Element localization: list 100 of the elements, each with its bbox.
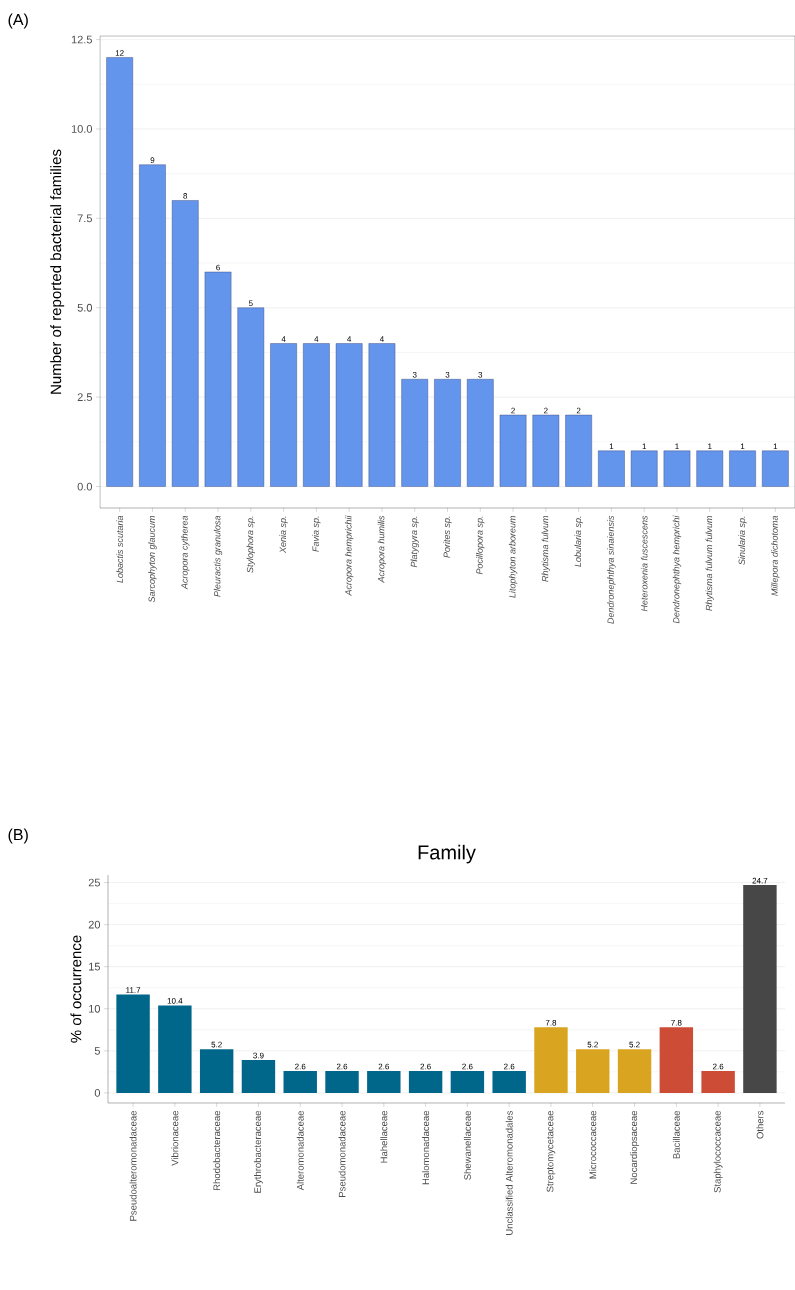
data-label: 12	[115, 50, 124, 56]
bar	[237, 307, 265, 487]
bar	[598, 450, 625, 487]
x-tick-label: Stylophora sp.	[246, 516, 255, 573]
data-label: 5.2	[211, 1041, 222, 1048]
x-tick-label: Lobularia sp.	[574, 516, 583, 567]
x-tick-label: Nocardiopsaceae	[630, 1110, 639, 1184]
data-label: 1	[708, 443, 712, 450]
y-axis-title: Number of reported bacterial families	[50, 149, 65, 394]
x-tick-label: Xenia sp.	[279, 516, 288, 554]
bar	[575, 1049, 610, 1093]
data-label: 1	[773, 443, 778, 450]
x-tick-label: Sinularia sp.	[738, 516, 747, 565]
x-tick-label: Hahellaceae	[380, 1110, 388, 1163]
data-label: 1	[609, 443, 614, 450]
x-tick-label: Pocillopora sp.	[475, 516, 485, 575]
bar	[367, 1071, 401, 1093]
bar	[199, 1049, 234, 1093]
x-tick-label: Pleuractis granulosa	[213, 515, 223, 597]
data-label: 3	[445, 371, 450, 378]
x-tick-label: Unclassified Alteromonadales	[505, 1110, 513, 1235]
data-label: 24.7	[752, 877, 768, 884]
x-tick-label: Halomonadaceae	[422, 1110, 429, 1185]
data-label: 3	[412, 371, 417, 378]
x-tick-label: Vibrionaceae	[171, 1110, 179, 1166]
data-label: 2.6	[336, 1063, 348, 1070]
x-tick-label: Favia sp.	[312, 516, 321, 552]
y-tick-label: 5.0	[77, 303, 92, 312]
x-tick-label: Streptomycetaceae	[546, 1110, 556, 1192]
data-label: 11.7	[126, 987, 141, 993]
data-label: 3.9	[253, 1052, 264, 1059]
x-tick-label: Shewanellaceae	[463, 1110, 471, 1180]
bar	[565, 414, 592, 487]
bar	[630, 450, 658, 487]
data-label: 5.2	[629, 1041, 640, 1048]
x-tick-label: Pseudoalteromonadaceae	[129, 1110, 137, 1221]
y-tick-label: 2.5	[77, 393, 92, 402]
text: (B)	[8, 828, 28, 844]
data-label: 7.8	[545, 1019, 557, 1026]
x-tick-label: Erythrobacteraceae	[253, 1110, 263, 1193]
data-label: 9	[150, 157, 155, 164]
data-label: 5	[248, 300, 253, 307]
bar	[466, 379, 494, 487]
x-tick-label: Rhodobacteraceae	[213, 1110, 221, 1191]
bar	[401, 379, 428, 487]
y-tick-label: 20	[88, 920, 100, 929]
y-axis-title: % of occurrence	[70, 935, 82, 1043]
bar	[325, 1071, 359, 1093]
x-tick-label: Heteroxenia fuscescens	[640, 515, 648, 612]
data-label: 6	[216, 264, 220, 271]
bar	[729, 450, 756, 487]
x-tick-label: Platygyra sp.	[410, 516, 419, 568]
x-tick-label: Sarcophyton glaucum	[148, 515, 157, 603]
y-tick-label: 10.0	[71, 125, 92, 133]
bar	[171, 200, 199, 487]
data-label: 5.2	[587, 1041, 598, 1048]
y-tick-label: 25	[88, 878, 100, 887]
bar	[761, 450, 789, 487]
bar	[283, 1071, 317, 1093]
x-tick-label: Staphylococcaceae	[713, 1110, 723, 1193]
bar	[116, 994, 150, 1093]
bar	[534, 1027, 568, 1093]
data-label: 4	[281, 336, 286, 342]
bar	[139, 164, 166, 487]
x-tick-label: Micrococcaceae	[589, 1110, 597, 1179]
bar	[663, 450, 691, 487]
data-label: 1	[740, 443, 745, 450]
bar	[701, 1071, 735, 1093]
x-tick-label: Acropora cytherea	[180, 515, 190, 590]
text: (A)	[8, 13, 28, 29]
data-label: 2.6	[378, 1063, 389, 1070]
bar	[659, 1027, 693, 1093]
bar	[270, 343, 297, 487]
data-label: 2.6	[294, 1063, 306, 1070]
bar	[335, 343, 363, 487]
data-label: 2	[511, 407, 515, 414]
bar	[743, 885, 777, 1093]
data-label: 8	[183, 193, 188, 199]
x-tick-label: Litophyton arboreum	[508, 515, 518, 598]
data-label: 2.6	[420, 1063, 431, 1070]
x-tick-label: Rhytisma fulvum	[541, 515, 550, 582]
data-label: 4	[314, 336, 319, 342]
bar	[532, 414, 560, 487]
x-tick-label: Dendronephthya hemprichi	[672, 515, 682, 624]
data-label: 2.6	[503, 1063, 515, 1070]
bar	[158, 1005, 192, 1093]
x-tick-label: Acropora hemprichii	[344, 515, 354, 596]
y-tick-label: 0.0	[77, 482, 92, 491]
data-label: 4	[379, 336, 384, 342]
data-label: 2	[576, 407, 581, 414]
data-label: 10.4	[167, 998, 183, 1004]
y-tick-label: 12.5	[71, 35, 92, 44]
data-label: 4	[347, 336, 352, 342]
bar	[434, 379, 461, 487]
y-tick-label: 5	[94, 1047, 100, 1055]
bar	[106, 57, 133, 487]
x-tick-label: Others	[756, 1110, 764, 1139]
x-tick-label: Millepora dichotoma	[771, 515, 780, 596]
y-tick-label: 7.5	[77, 214, 92, 223]
x-tick-label: Alteromonadaceae	[296, 1110, 304, 1191]
